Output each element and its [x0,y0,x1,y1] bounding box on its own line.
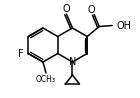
Text: OCH₃: OCH₃ [36,74,56,83]
Text: N: N [69,57,76,67]
Text: O: O [63,4,70,14]
Text: O: O [87,5,95,15]
Text: F: F [18,49,23,59]
Text: OH: OH [116,20,131,30]
